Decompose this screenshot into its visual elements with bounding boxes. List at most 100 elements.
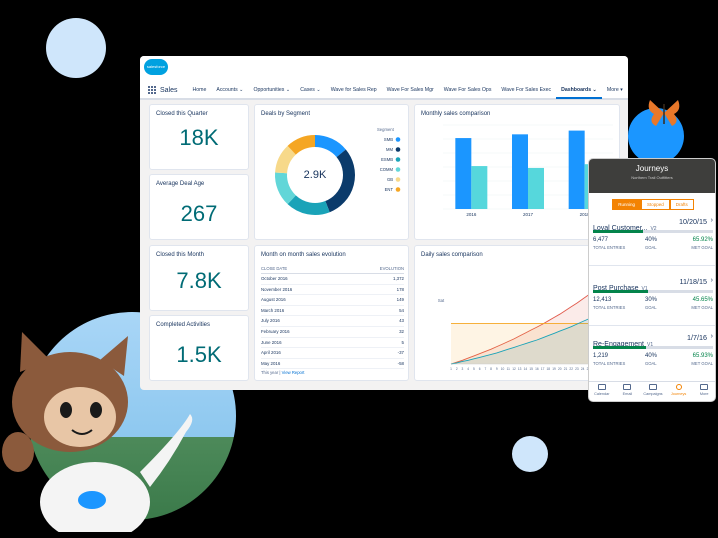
nav-wave-mgr[interactable]: Wave For Sales Mgr: [386, 87, 434, 93]
x-tick-label: 6: [479, 367, 481, 371]
nav-cases[interactable]: Cases ⌄: [295, 81, 326, 99]
donut-slice[interactable]: [275, 172, 297, 205]
table-row[interactable]: April 2016 -37: [261, 348, 404, 359]
divider: [589, 265, 715, 266]
decor-bubble: [46, 18, 106, 78]
legend-swatch: [395, 147, 401, 152]
card-title: Month on month sales evolution: [261, 252, 346, 258]
bar[interactable]: [528, 167, 544, 209]
tab-drafts[interactable]: Drafts: [669, 199, 694, 210]
legend-swatch: [395, 187, 401, 192]
journey-item[interactable]: Post Purchase V1 11/18/15 › 12,413 30% 45.65% T…: [593, 277, 713, 310]
row-date: June 2016: [261, 339, 282, 345]
kpi-card-closed-month[interactable]: Closed this Month 7.8K: [149, 245, 249, 311]
chevron-down-icon: ⌄: [239, 87, 244, 93]
astro-mascot-icon: [2, 332, 193, 532]
tab-stopped[interactable]: Stopped: [640, 199, 670, 210]
journey-version: V1: [641, 286, 648, 292]
footer-separator: |: [279, 370, 281, 375]
table-row[interactable]: February 2016 32: [261, 327, 404, 338]
kpi-card-activities[interactable]: Completed Activities 1.5K: [149, 315, 249, 381]
journey-progress-bar: [593, 230, 713, 233]
kpi-value: 267: [180, 201, 218, 226]
journey-item[interactable]: Loyal Customer... V2 10/20/15 › 6,477 40% 65.9…: [593, 217, 713, 250]
tab-running[interactable]: Running: [612, 199, 641, 210]
nav-label: Opportunities: [253, 87, 285, 93]
donut-center-value: 2.9K: [304, 169, 327, 181]
progress-fill: [593, 230, 644, 233]
view-report-link[interactable]: View Report: [281, 370, 305, 375]
monthly-sales-card[interactable]: Monthly sales comparison 2016 2017 2018: [414, 104, 620, 240]
dashboard-window: salesforce Sales Home Accounts ⌄ Opportu…: [140, 56, 628, 390]
nav-accounts[interactable]: Accounts ⌄: [211, 81, 248, 99]
bar[interactable]: [568, 130, 585, 209]
donut-slice[interactable]: [287, 135, 316, 155]
table-row[interactable]: October 2016 1,372: [261, 274, 404, 285]
top-bar: salesforce: [140, 56, 628, 82]
row-value: 149: [396, 297, 404, 303]
bar[interactable]: [471, 166, 488, 209]
nav-label: Accounts: [216, 87, 238, 93]
nav-wave-exec[interactable]: Wave For Sales Exec: [501, 87, 552, 93]
bar[interactable]: [455, 138, 472, 209]
table-row[interactable]: May 2016 -58: [261, 359, 404, 370]
donut-chart: 2.9K Segment SMB MM ESMB COMM GB ENT: [275, 127, 401, 215]
deals-by-segment-card[interactable]: Deals by Segment 2.9K Segment SMB MM ESMB C…: [254, 104, 409, 240]
table-row[interactable]: August 2016 149: [261, 295, 404, 306]
chevron-down-icon: ⌄: [316, 87, 321, 93]
table-row[interactable]: June 2016 5: [261, 338, 404, 349]
x-tick-label: 2: [456, 367, 458, 371]
tab-bar-label: Email: [622, 392, 633, 396]
donut-slice[interactable]: [287, 195, 330, 215]
x-tick-label: 2016: [466, 212, 477, 217]
bar[interactable]: [512, 134, 528, 209]
x-tick-label: 22: [569, 367, 573, 371]
month-evolution-card[interactable]: Month on month sales evolution CLOSE DAT…: [254, 245, 409, 381]
table-row[interactable]: November 2016 178: [261, 285, 404, 296]
table-row[interactable]: March 2016 54: [261, 306, 404, 317]
nav-more[interactable]: More ▾: [602, 81, 628, 99]
nav-wave-ops[interactable]: Wave For Sales Ops: [443, 87, 492, 93]
x-tick-label: 2018: [580, 212, 591, 217]
nav-dashboards[interactable]: Dashboards ⌄: [556, 81, 602, 99]
kpi-card-closed-quarter[interactable]: Closed this Quarter 18K: [149, 104, 249, 170]
kpi-value: 7.8K: [176, 268, 222, 293]
tab-bar-item-campaigns[interactable]: Campaigns: [640, 382, 666, 401]
progress-fill: [593, 346, 646, 349]
tab-bar-item-journeys[interactable]: Journeys: [666, 382, 692, 401]
campaigns-icon: [648, 384, 657, 390]
daily-sales-card[interactable]: Daily sales comparison Sat 1 2 3 4 5 6 7 8 9 10 11 1…: [414, 245, 620, 381]
row-value: 178: [396, 286, 404, 292]
tab-bar-item-email[interactable]: Email: [615, 382, 641, 401]
goal-percent: 40%: [645, 353, 658, 359]
nav-home[interactable]: Home: [192, 87, 207, 93]
table-row[interactable]: July 2016 43: [261, 316, 404, 327]
app-navigation: Sales Home Accounts ⌄ Opportunities ⌄ Ca…: [140, 82, 628, 100]
journey-item[interactable]: Re-Engagement V1 1/7/16 › 1,219 40% 65.93% TOTA…: [593, 333, 713, 366]
kpi-card-deal-age[interactable]: Average Deal Age 267: [149, 174, 249, 240]
row-date: February 2016: [261, 328, 290, 334]
x-tick-label: 20: [558, 367, 562, 371]
butterfly-icon: [648, 100, 680, 126]
kpi-value: 1.5K: [176, 342, 222, 367]
row-value: 1,372: [393, 276, 404, 281]
chevron-right-icon: ›: [710, 333, 713, 340]
card-title: Daily sales comparison: [421, 252, 483, 258]
nav-opportunities[interactable]: Opportunities ⌄: [249, 81, 296, 99]
tab-bar-label: More: [699, 392, 709, 396]
donut-slice[interactable]: [314, 135, 346, 158]
donut-slice[interactable]: [324, 149, 355, 213]
x-tick-label: 3: [462, 367, 464, 371]
met-goal: 65.93%: [692, 353, 713, 359]
calendar-icon: [597, 384, 606, 390]
tab-bar-item-calendar[interactable]: Calendar: [589, 382, 615, 401]
series-area: [451, 273, 617, 364]
nav-wave-rep[interactable]: Wave for Sales Rep: [330, 87, 377, 93]
donut-slice[interactable]: [275, 145, 297, 174]
row-date: May 2016: [261, 360, 281, 366]
x-tick-label: 7: [484, 367, 486, 371]
x-tick-label: 12: [512, 367, 516, 371]
tab-bar-item-more[interactable]: More: [691, 382, 715, 401]
app-launcher-icon[interactable]: [148, 86, 156, 94]
row-value: -58: [397, 360, 404, 366]
